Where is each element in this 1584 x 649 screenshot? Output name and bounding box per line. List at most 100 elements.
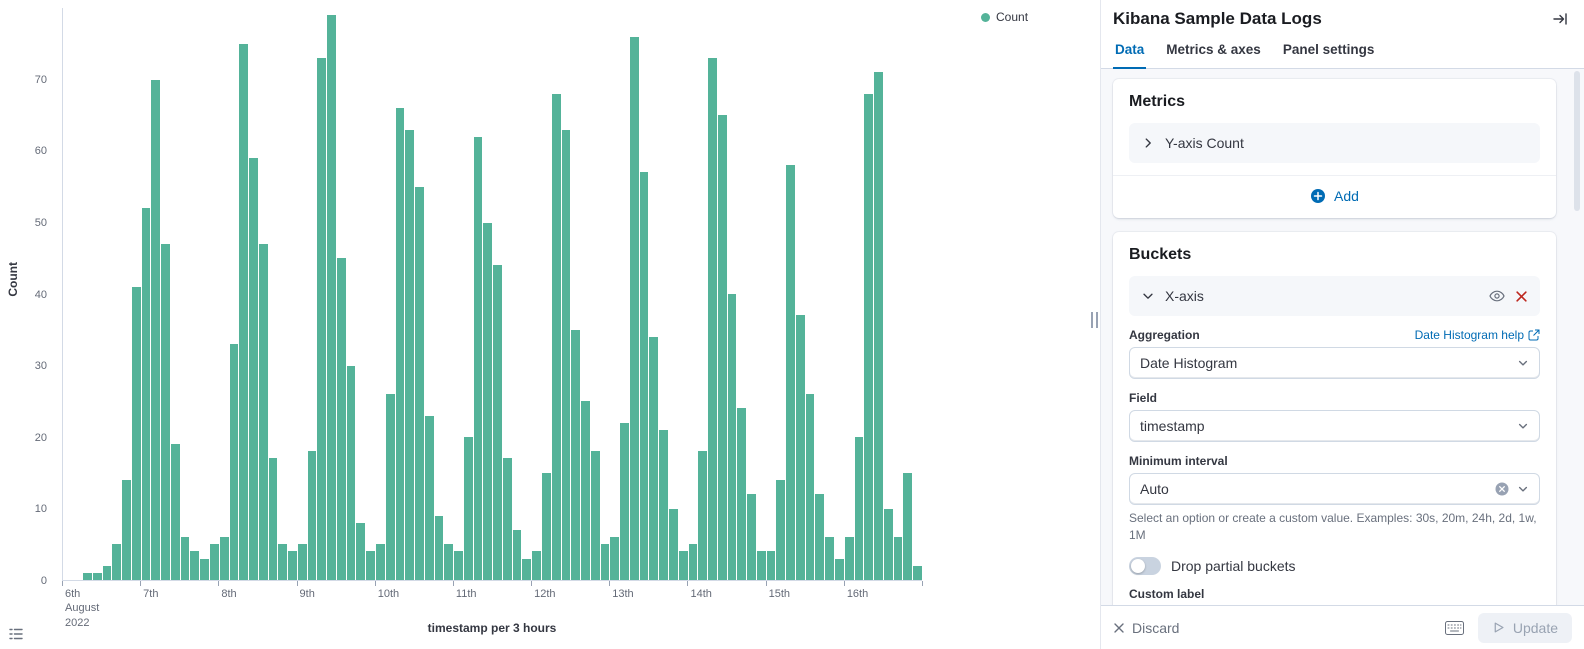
bar[interactable] — [610, 537, 620, 580]
bar[interactable] — [376, 544, 385, 580]
bar[interactable] — [346, 365, 356, 580]
bar[interactable] — [551, 93, 561, 580]
bar[interactable] — [209, 544, 219, 580]
bar[interactable] — [395, 108, 405, 580]
bar[interactable] — [581, 401, 590, 580]
bar[interactable] — [239, 43, 249, 580]
bar[interactable] — [805, 394, 815, 580]
bar[interactable] — [766, 551, 776, 580]
bar[interactable] — [864, 93, 874, 580]
aggregation-select[interactable]: Date Histogram — [1129, 347, 1540, 379]
bar[interactable] — [834, 558, 844, 580]
bar[interactable] — [180, 537, 190, 580]
bar[interactable] — [844, 537, 854, 580]
bar[interactable] — [825, 537, 834, 580]
bar[interactable] — [854, 437, 864, 580]
bar[interactable] — [200, 558, 209, 580]
date-histogram-help-link[interactable]: Date Histogram help — [1415, 328, 1540, 342]
bar[interactable] — [883, 508, 893, 580]
bar[interactable] — [229, 344, 239, 580]
bar[interactable] — [688, 544, 698, 580]
update-button[interactable]: Update — [1477, 612, 1572, 643]
bar[interactable] — [776, 479, 786, 580]
min-interval-select[interactable]: Auto — [1129, 473, 1540, 505]
bar[interactable] — [83, 572, 92, 580]
bar[interactable] — [424, 415, 434, 580]
bar[interactable] — [815, 494, 825, 580]
bar[interactable] — [385, 394, 395, 580]
bar[interactable] — [522, 558, 532, 580]
chart-legend[interactable]: Count — [981, 10, 1028, 24]
bar[interactable] — [327, 15, 336, 580]
bar[interactable] — [493, 265, 502, 580]
bucket-row-x-axis[interactable]: X-axis — [1129, 276, 1540, 316]
bar[interactable] — [161, 243, 170, 580]
bar[interactable] — [698, 451, 708, 580]
drop-partial-buckets-toggle[interactable] — [1129, 556, 1161, 575]
bar[interactable] — [786, 165, 795, 580]
panel-scrollbar[interactable] — [1574, 71, 1580, 211]
clear-icon[interactable] — [1495, 482, 1509, 496]
discard-button[interactable]: Discard — [1113, 620, 1179, 636]
bar[interactable] — [141, 208, 151, 580]
tab-data[interactable]: Data — [1113, 37, 1147, 69]
bar[interactable] — [131, 286, 141, 580]
bar[interactable] — [678, 551, 688, 580]
bar[interactable] — [874, 72, 883, 580]
bar[interactable] — [463, 437, 473, 580]
bar[interactable] — [502, 458, 512, 580]
field-select[interactable]: timestamp — [1129, 410, 1540, 442]
keyboard-icon[interactable] — [1444, 620, 1464, 635]
eye-icon[interactable] — [1489, 288, 1505, 304]
bar[interactable] — [336, 258, 346, 580]
bar[interactable] — [122, 479, 131, 580]
bar[interactable] — [532, 551, 542, 580]
bar[interactable] — [219, 537, 229, 580]
bar[interactable] — [600, 544, 610, 580]
remove-x-axis-icon[interactable] — [1515, 290, 1528, 303]
bar[interactable] — [668, 508, 678, 580]
bar[interactable] — [561, 129, 571, 580]
bar[interactable] — [278, 544, 288, 580]
tab-panel-settings[interactable]: Panel settings — [1282, 42, 1375, 57]
bar[interactable] — [405, 129, 415, 580]
bar[interactable] — [620, 422, 629, 580]
bar[interactable] — [747, 494, 756, 580]
bar[interactable] — [258, 243, 268, 580]
bar[interactable] — [893, 537, 903, 580]
metric-row-y-axis[interactable]: Y-axis Count — [1129, 123, 1540, 163]
collapse-panel-icon[interactable] — [1552, 11, 1568, 27]
bar[interactable] — [92, 572, 102, 580]
bar[interactable] — [151, 79, 161, 580]
bar[interactable] — [444, 544, 454, 580]
bar[interactable] — [649, 336, 659, 580]
bar[interactable] — [415, 186, 424, 580]
bar[interactable] — [629, 36, 639, 580]
bar[interactable] — [512, 529, 522, 580]
bar[interactable] — [366, 551, 375, 580]
legend-toggle-icon[interactable] — [8, 626, 24, 642]
bar[interactable] — [659, 429, 668, 580]
bar[interactable] — [307, 451, 317, 580]
bar[interactable] — [170, 444, 180, 580]
bar[interactable] — [454, 551, 463, 580]
bar[interactable] — [717, 115, 727, 580]
bar[interactable] — [483, 222, 493, 580]
bar[interactable] — [795, 315, 805, 580]
bar[interactable] — [571, 329, 581, 580]
bar[interactable] — [590, 451, 600, 580]
add-metric-button[interactable]: Add — [1310, 188, 1359, 204]
bar[interactable] — [268, 458, 278, 580]
bar[interactable] — [297, 544, 307, 580]
bar[interactable] — [317, 58, 327, 580]
bar[interactable] — [356, 522, 366, 580]
bar[interactable] — [112, 544, 122, 580]
bar[interactable] — [288, 551, 297, 580]
bar[interactable] — [756, 551, 766, 580]
bar[interactable] — [249, 158, 258, 580]
panel-resize-handle[interactable] — [1091, 312, 1098, 328]
tab-metrics-axes[interactable]: Metrics & axes — [1166, 42, 1261, 57]
bar[interactable] — [102, 565, 112, 580]
bar[interactable] — [542, 472, 551, 580]
bar[interactable] — [727, 294, 737, 580]
